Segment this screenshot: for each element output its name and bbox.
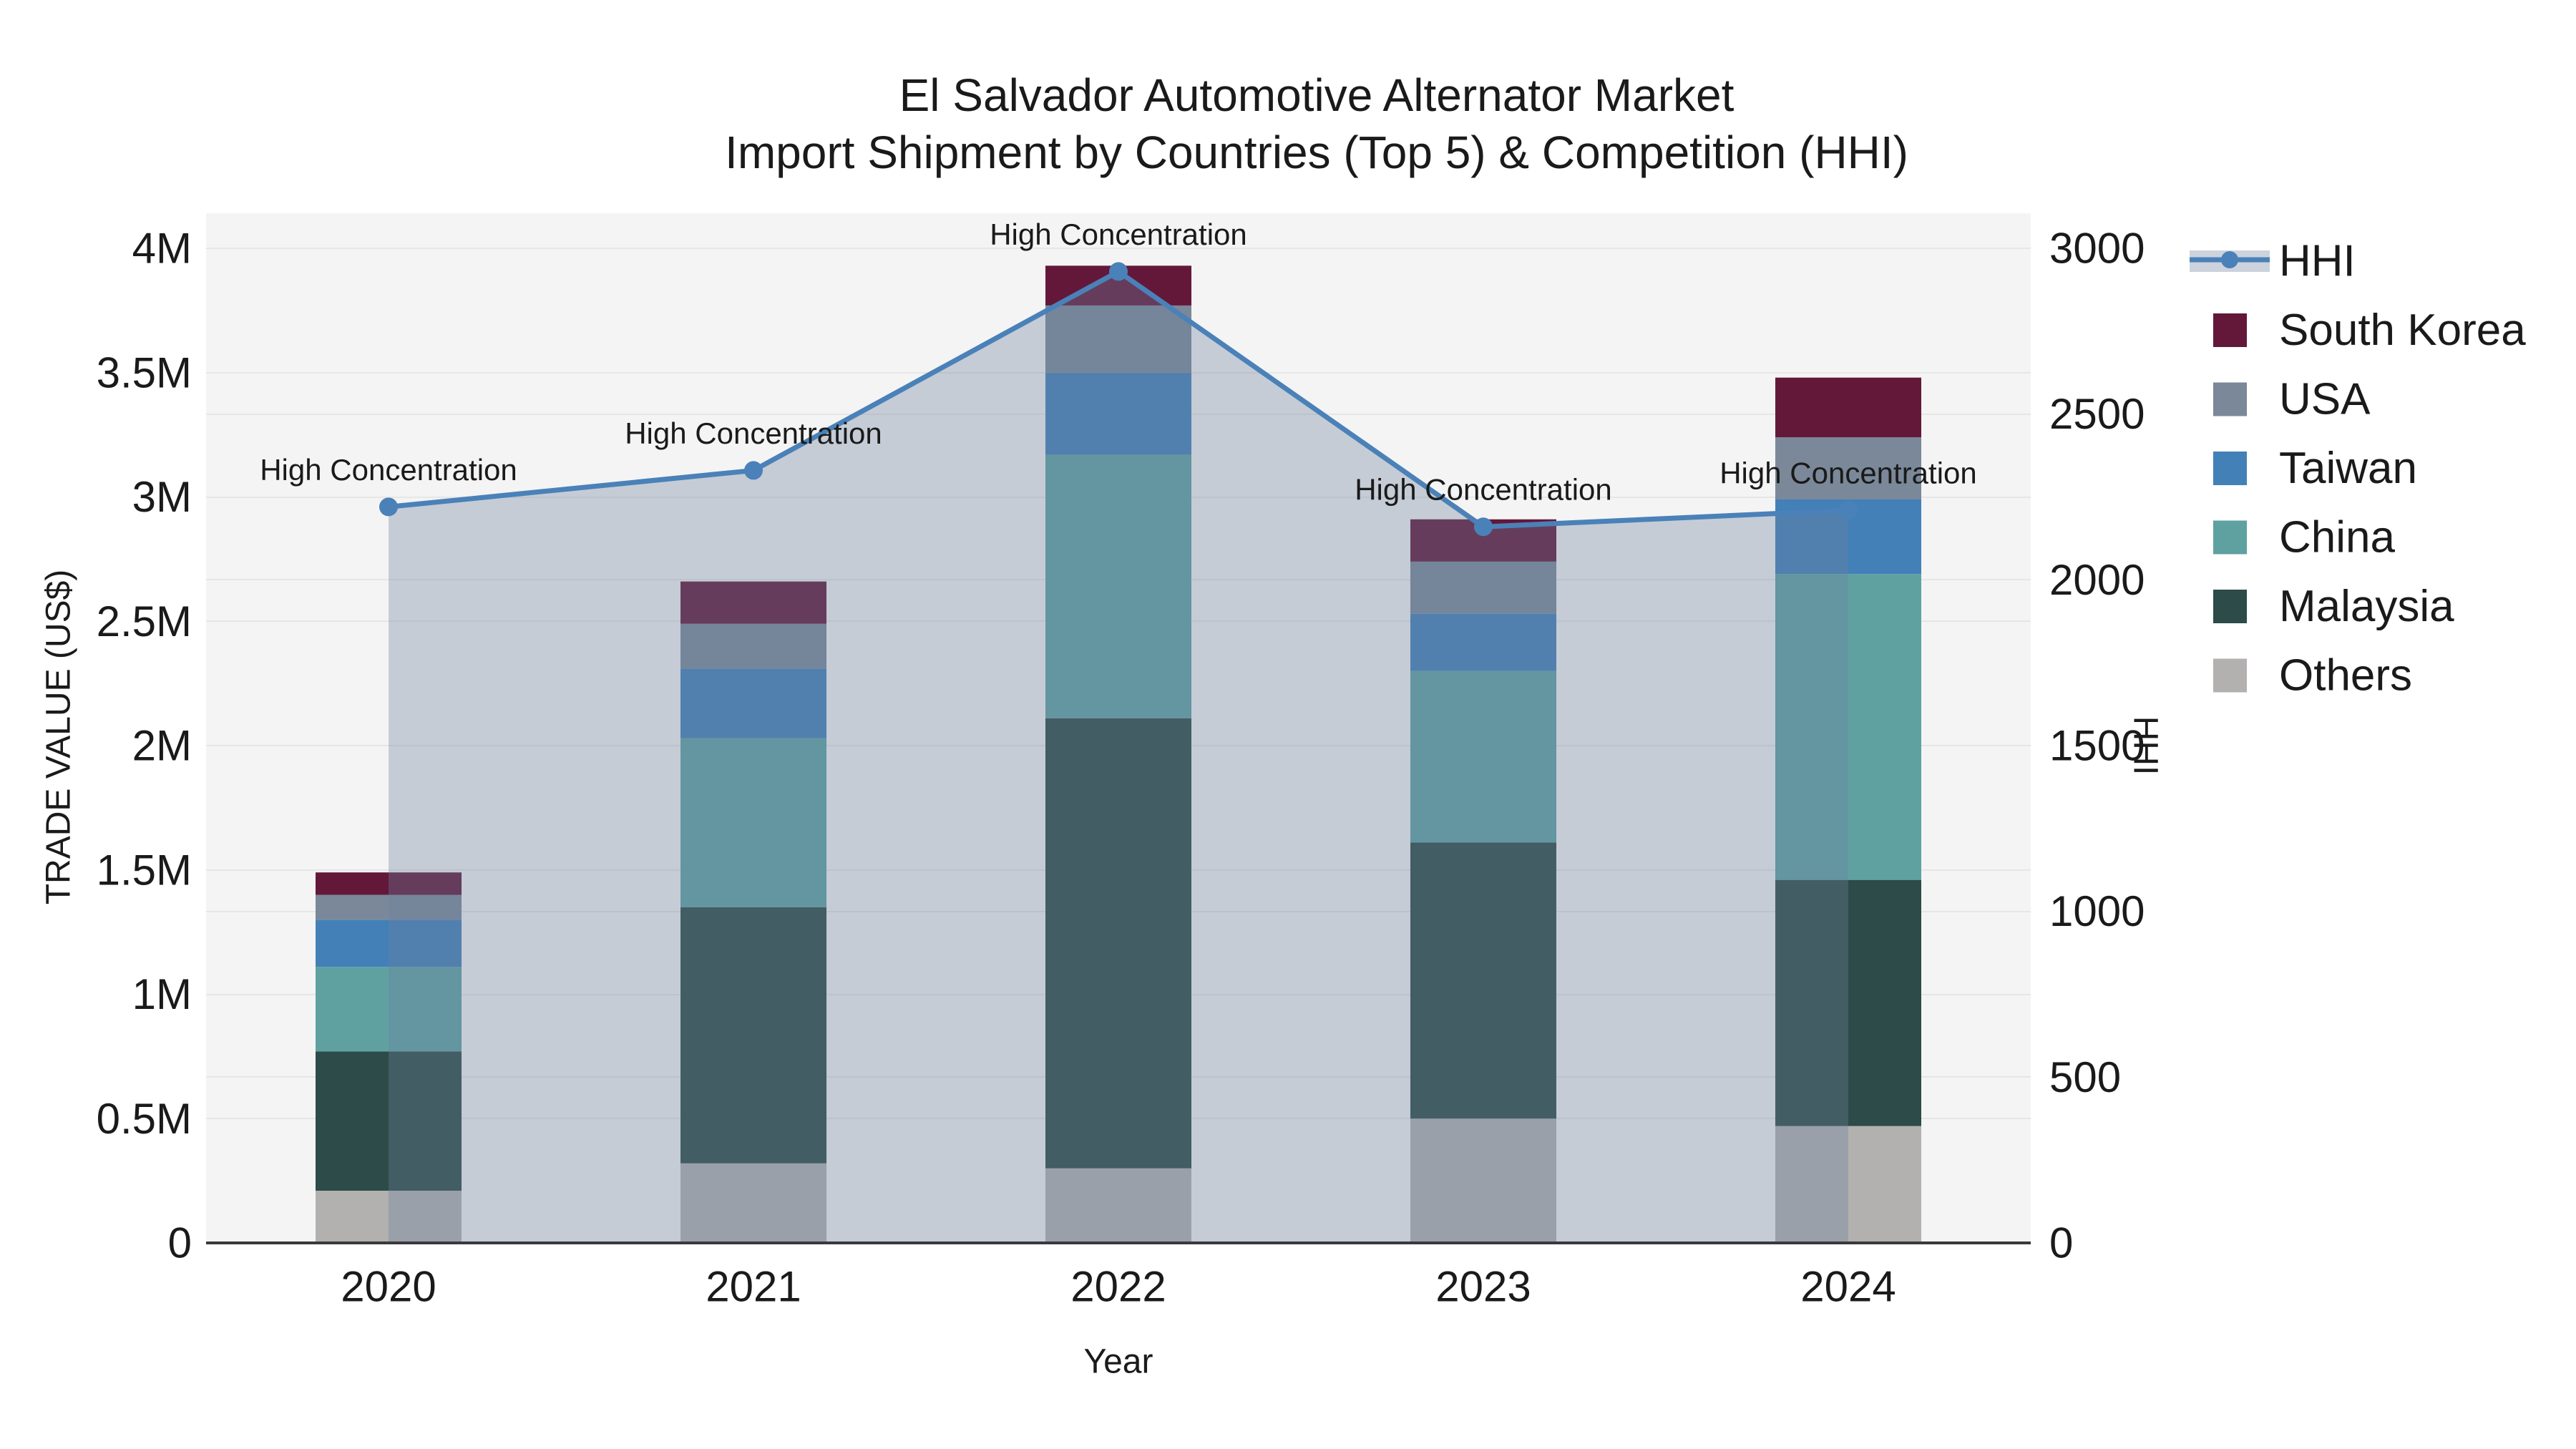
bar-segment-2020-taiwan	[316, 919, 462, 967]
x-tick-2021: 2021	[706, 1263, 801, 1311]
annotation-2023: High Concentration	[1355, 473, 1612, 507]
legend-label: Others	[2279, 651, 2412, 701]
bar-segment-2020-usa	[316, 894, 462, 920]
bar-segment-2023-usa	[1410, 561, 1556, 614]
x-tick-2023: 2023	[1435, 1263, 1531, 1311]
y-left-tick-4M: 4M	[132, 225, 192, 273]
legend-item-others: Others	[2213, 651, 2412, 701]
y-left-axis-title: TRADE VALUE (US$)	[40, 570, 78, 905]
y-right-tick-1500: 1500	[2049, 722, 2145, 770]
bar-segment-2024-malaysia	[1775, 879, 1921, 1126]
hhi-area-layer	[389, 271, 1848, 1243]
bar-segment-2022-others	[1045, 1168, 1191, 1243]
bar-segment-2024-others	[1775, 1126, 1921, 1243]
y-left-tick-3M: 3M	[132, 473, 192, 521]
legend: HHI South Korea USA Taiwan China Malaysia Othe…	[2190, 237, 2526, 701]
bar-segment-2022-china	[1045, 454, 1191, 718]
legend-swatch-malaysia	[2213, 590, 2247, 623]
bar-segment-2022-malaysia	[1045, 718, 1191, 1169]
annotation-2020: High Concentration	[260, 453, 517, 487]
legend-item-taiwan: Taiwan	[2213, 444, 2417, 493]
bar-segment-2022-taiwan	[1045, 372, 1191, 455]
bar-segment-2021-others	[680, 1163, 826, 1243]
bar-segment-2020-china	[316, 967, 462, 1052]
hhi-marker-2023	[1474, 517, 1493, 537]
legend-item-malaysia: Malaysia	[2213, 582, 2454, 631]
annotation-2024: High Concentration	[1719, 457, 1977, 490]
y-right-tick-1000: 1000	[2049, 887, 2145, 935]
bar-layer	[316, 265, 1921, 1243]
y-left-tick-1M: 1M	[132, 970, 192, 1018]
x-tick-2024: 2024	[1800, 1263, 1896, 1311]
legend-item-usa: USA	[2213, 375, 2371, 424]
legend-item-south-korea: South Korea	[2213, 306, 2526, 355]
x-axis-title: Year	[1084, 1343, 1153, 1381]
hhi-marker-2021	[744, 461, 763, 480]
legend-hhi-marker-swatch	[2221, 251, 2238, 268]
hhi-line-layer	[379, 262, 1858, 537]
hhi-marker-2024	[1839, 501, 1858, 520]
legend-item-china: China	[2213, 513, 2396, 562]
bar-segment-2020-malaysia	[316, 1051, 462, 1191]
legend-label: China	[2279, 513, 2396, 562]
bar-segment-2020-south-korea	[316, 872, 462, 895]
y-left-tick-2.5M: 2.5M	[97, 597, 192, 645]
tick-label-layer: 0 0.5M 1M 1.5M 2M 2.5M 3M 3.5M 4M 0 500 1000 1500 200…	[97, 225, 2145, 1311]
y-right-tick-3000: 3000	[2049, 225, 2145, 273]
bar-segment-2023-taiwan	[1410, 613, 1556, 671]
hhi-area-fill	[389, 271, 1848, 1243]
bar-segment-2021-taiwan	[680, 668, 826, 738]
legend-swatch-others	[2213, 658, 2247, 693]
y-left-tick-2M: 2M	[132, 722, 192, 770]
bar-segment-2023-china	[1410, 670, 1556, 843]
bar-segment-2021-malaysia	[680, 907, 826, 1163]
chart-title-line-1: El Salvador Automotive Alternator Market	[899, 69, 1735, 121]
legend-swatch-south-korea	[2213, 313, 2247, 347]
bar-segment-2024-south-korea	[1775, 377, 1921, 438]
x-tick-2022: 2022	[1070, 1263, 1166, 1311]
chart-title-line-2: Import Shipment by Countries (Top 5) & C…	[725, 127, 1908, 178]
y-right-axis-title: HHI	[2127, 716, 2165, 776]
bar-segment-2020-others	[316, 1191, 462, 1243]
bar-segment-2024-china	[1775, 574, 1921, 880]
bar-segment-2021-china	[680, 738, 826, 907]
legend-label: South Korea	[2279, 306, 2526, 355]
y-right-tick-0: 0	[2049, 1219, 2073, 1267]
legend-swatch-taiwan	[2213, 452, 2247, 485]
legend-label: Malaysia	[2279, 582, 2454, 631]
y-left-tick-0: 0	[168, 1219, 192, 1267]
bar-segment-2023-others	[1410, 1118, 1556, 1243]
bar-segment-2021-usa	[680, 623, 826, 669]
legend-item-hhi: HHI	[2190, 237, 2356, 286]
y-right-tick-2500: 2500	[2049, 390, 2145, 438]
annotation-2021: High Concentration	[625, 416, 882, 450]
annotation-layer: High Concentration High Concentration High…	[260, 218, 1977, 507]
y-left-tick-3.5M: 3.5M	[97, 348, 192, 396]
bar-segment-2024-usa	[1775, 437, 1921, 499]
annotation-2022: High Concentration	[990, 218, 1247, 251]
x-tick-2020: 2020	[341, 1263, 436, 1311]
hhi-marker-2020	[379, 497, 398, 517]
legend-swatch-usa	[2213, 382, 2247, 416]
legend-label: Taiwan	[2279, 444, 2417, 493]
bar-segment-2023-malaysia	[1410, 842, 1556, 1119]
legend-label: HHI	[2279, 237, 2356, 286]
legend-swatch-china	[2213, 520, 2247, 555]
bar-segment-2021-south-korea	[680, 581, 826, 624]
hhi-marker-2022	[1109, 262, 1128, 281]
y-left-tick-0.5M: 0.5M	[97, 1095, 192, 1143]
y-right-tick-2000: 2000	[2049, 556, 2145, 604]
y-left-tick-1.5M: 1.5M	[97, 846, 192, 894]
y-right-tick-500: 500	[2049, 1053, 2121, 1101]
legend-label: USA	[2279, 375, 2371, 424]
bar-segment-2022-usa	[1045, 305, 1191, 373]
